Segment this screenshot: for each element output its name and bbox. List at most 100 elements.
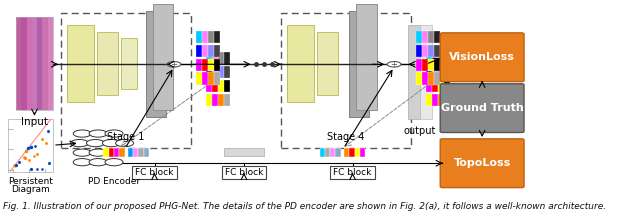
Bar — [206, 94, 212, 106]
Bar — [428, 73, 435, 85]
Bar — [67, 25, 94, 102]
Bar — [202, 45, 208, 57]
Text: FC block: FC block — [333, 168, 372, 177]
Bar — [444, 80, 450, 92]
Bar — [214, 73, 220, 85]
Bar — [420, 25, 432, 119]
Bar — [37, 17, 42, 110]
Bar — [422, 59, 428, 71]
Text: Stage 4: Stage 4 — [328, 132, 365, 142]
Bar — [422, 31, 428, 43]
Bar — [417, 31, 422, 43]
Bar — [335, 148, 340, 157]
Bar — [61, 13, 191, 148]
Bar — [408, 25, 420, 119]
Bar — [48, 17, 53, 110]
Bar — [119, 148, 125, 157]
Bar — [218, 80, 224, 92]
Bar — [154, 4, 173, 110]
Bar — [26, 17, 32, 110]
Text: Stage 1: Stage 1 — [108, 132, 145, 142]
Bar — [355, 148, 360, 157]
Bar — [432, 80, 438, 92]
FancyBboxPatch shape — [440, 33, 524, 82]
Bar — [432, 52, 438, 65]
Circle shape — [102, 139, 120, 147]
Bar — [206, 80, 212, 92]
Text: +: + — [390, 60, 397, 69]
Text: FC block: FC block — [225, 168, 263, 177]
Bar — [146, 11, 166, 117]
Bar — [218, 66, 224, 78]
Bar — [317, 32, 339, 95]
Bar — [16, 17, 21, 110]
Bar — [224, 94, 230, 106]
Bar — [208, 31, 214, 43]
Bar — [212, 94, 218, 106]
Bar — [202, 59, 208, 71]
Bar — [206, 66, 212, 78]
Bar — [319, 148, 325, 157]
Text: FC block: FC block — [136, 168, 173, 177]
Bar — [349, 148, 355, 157]
Bar — [426, 80, 432, 92]
Bar — [138, 148, 143, 157]
Text: VisionLoss: VisionLoss — [449, 52, 515, 62]
Bar — [202, 31, 208, 43]
Text: Input: Input — [21, 117, 48, 127]
Bar — [435, 59, 440, 71]
Bar — [208, 73, 214, 85]
Bar — [224, 148, 264, 156]
Bar — [212, 52, 218, 65]
Bar — [435, 31, 440, 43]
Bar — [114, 148, 119, 157]
Bar — [196, 59, 202, 71]
Bar — [103, 148, 109, 157]
Bar — [360, 148, 365, 157]
Bar — [206, 52, 212, 65]
Circle shape — [70, 139, 88, 147]
Bar — [8, 119, 53, 172]
Circle shape — [387, 61, 401, 67]
Bar — [212, 66, 218, 78]
Bar — [32, 17, 37, 110]
Bar — [417, 45, 422, 57]
Bar — [438, 66, 444, 78]
Bar — [224, 80, 230, 92]
Circle shape — [116, 139, 134, 147]
Text: PD Encoder: PD Encoder — [88, 177, 140, 186]
Bar — [356, 4, 376, 110]
Circle shape — [86, 139, 104, 147]
Bar — [109, 148, 114, 157]
Bar — [438, 94, 444, 106]
FancyBboxPatch shape — [440, 84, 524, 132]
Bar — [344, 148, 349, 157]
Bar — [330, 148, 335, 157]
Bar — [417, 73, 422, 85]
Bar — [444, 52, 450, 65]
Bar — [196, 31, 202, 43]
Bar — [281, 13, 411, 148]
Bar — [218, 94, 224, 106]
Bar — [42, 17, 48, 110]
Bar — [422, 45, 428, 57]
Text: Fig. 1. Illustration of our proposed PHG-Net. The details of the PD encoder are : Fig. 1. Illustration of our proposed PHG… — [3, 202, 606, 211]
Circle shape — [89, 159, 107, 166]
Bar — [221, 166, 266, 179]
Bar — [196, 73, 202, 85]
Bar — [224, 52, 230, 65]
Circle shape — [105, 159, 123, 166]
Bar — [128, 148, 133, 157]
Bar — [426, 66, 432, 78]
Bar — [196, 45, 202, 57]
Bar — [122, 38, 138, 89]
Circle shape — [105, 149, 123, 156]
Bar — [432, 66, 438, 78]
Bar — [214, 31, 220, 43]
Bar — [428, 31, 435, 43]
Bar — [208, 59, 214, 71]
Bar — [438, 80, 444, 92]
Bar — [21, 17, 26, 110]
Bar — [214, 45, 220, 57]
FancyBboxPatch shape — [440, 139, 524, 188]
